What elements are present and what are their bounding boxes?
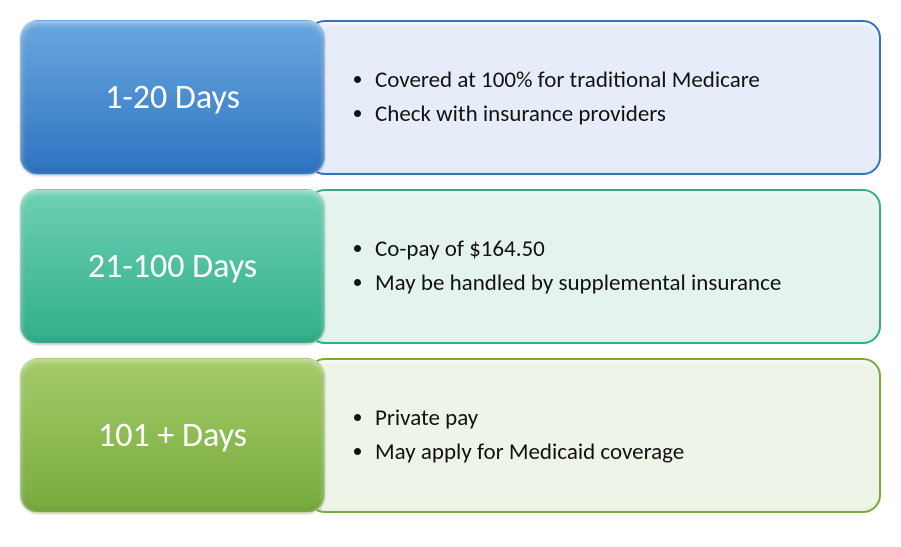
row: 1-20 Days Covered at 100% for traditional… bbox=[20, 20, 881, 175]
row-detail: Covered at 100% for traditional Medicare… bbox=[307, 20, 881, 175]
bullet-item: May be handled by supplemental insurance bbox=[375, 268, 781, 299]
bullet-list: Private payMay apply for Medicaid covera… bbox=[351, 401, 684, 469]
row-label: 21-100 Days bbox=[20, 189, 325, 344]
bullet-item: Co-pay of $164.50 bbox=[375, 234, 781, 265]
row: 21-100 Days Co-pay of $164.50May be handl… bbox=[20, 189, 881, 344]
bullet-item: Private pay bbox=[375, 403, 684, 434]
row-label: 1-20 Days bbox=[20, 20, 325, 175]
bullet-list: Co-pay of $164.50May be handled by suppl… bbox=[351, 232, 781, 300]
row-detail: Private payMay apply for Medicaid covera… bbox=[307, 358, 881, 513]
bullet-item: May apply for Medicaid coverage bbox=[375, 437, 684, 468]
row-label: 101 + Days bbox=[20, 358, 325, 513]
medicare-days-infographic: 1-20 Days Covered at 100% for traditional… bbox=[20, 20, 881, 513]
bullet-item: Covered at 100% for traditional Medicare bbox=[375, 65, 760, 96]
bullet-list: Covered at 100% for traditional Medicare… bbox=[351, 63, 760, 131]
row-detail: Co-pay of $164.50May be handled by suppl… bbox=[307, 189, 881, 344]
bullet-item: Check with insurance providers bbox=[375, 99, 760, 130]
row: 101 + Days Private payMay apply for Medic… bbox=[20, 358, 881, 513]
